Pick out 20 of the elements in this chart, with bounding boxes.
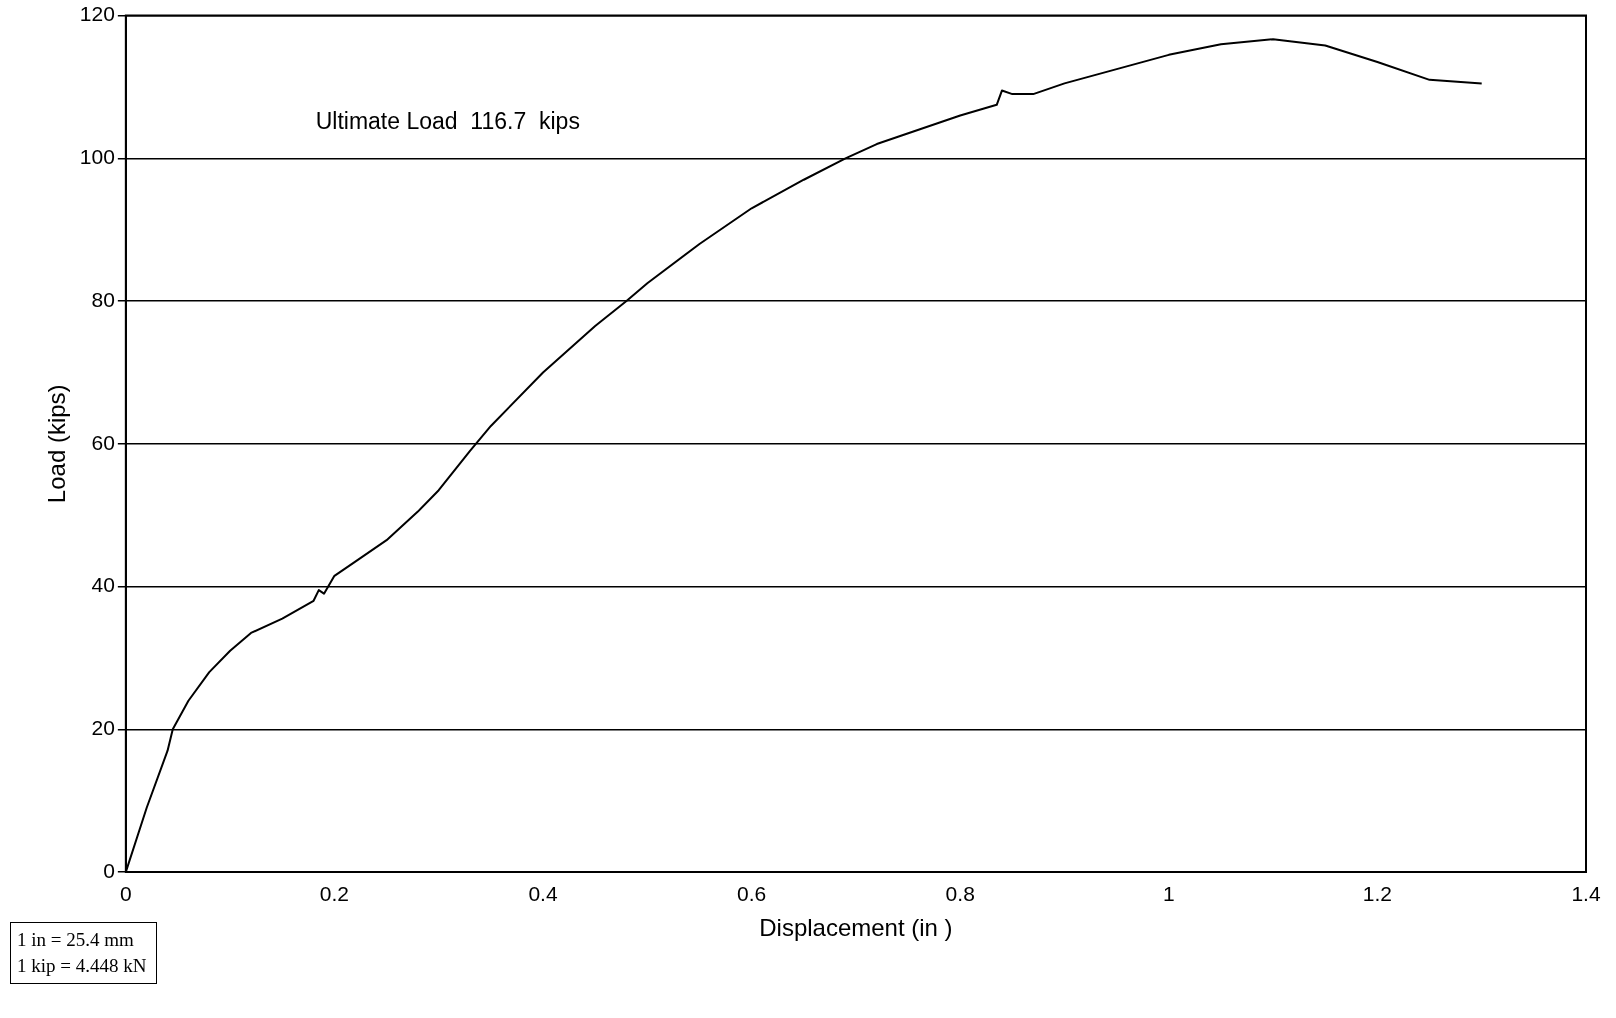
x-tick-label: 0	[119, 882, 132, 906]
y-tick-label: 120	[79, 2, 115, 26]
y-tick-label: 100	[79, 145, 115, 169]
x-tick-label: 0.4	[528, 882, 558, 906]
annotation: Ultimate Load 116.7 kips	[315, 107, 580, 134]
y-axis-title: Load (kips)	[43, 384, 71, 504]
y-tick-label: 40	[91, 573, 115, 597]
text: 1 kip = 4.448 kN	[17, 954, 147, 978]
y-tick-label: 20	[91, 716, 115, 740]
x-axis-title: Displacement (in )	[759, 914, 953, 942]
y-tick-label: 0	[103, 858, 115, 882]
x-tick-label: 0.8	[945, 882, 975, 906]
y-tick-label: 80	[91, 287, 115, 311]
y-tick-label: 60	[91, 430, 115, 454]
x-tick-label: 1.4	[1571, 882, 1601, 906]
text: 1 in = 25.4 mm	[17, 928, 135, 952]
x-tick-label: 0.2	[319, 882, 350, 906]
x-tick-label: 0.6	[737, 882, 767, 906]
x-tick-label: 1	[1162, 882, 1175, 906]
x-tick-label: 1.2	[1362, 882, 1393, 906]
